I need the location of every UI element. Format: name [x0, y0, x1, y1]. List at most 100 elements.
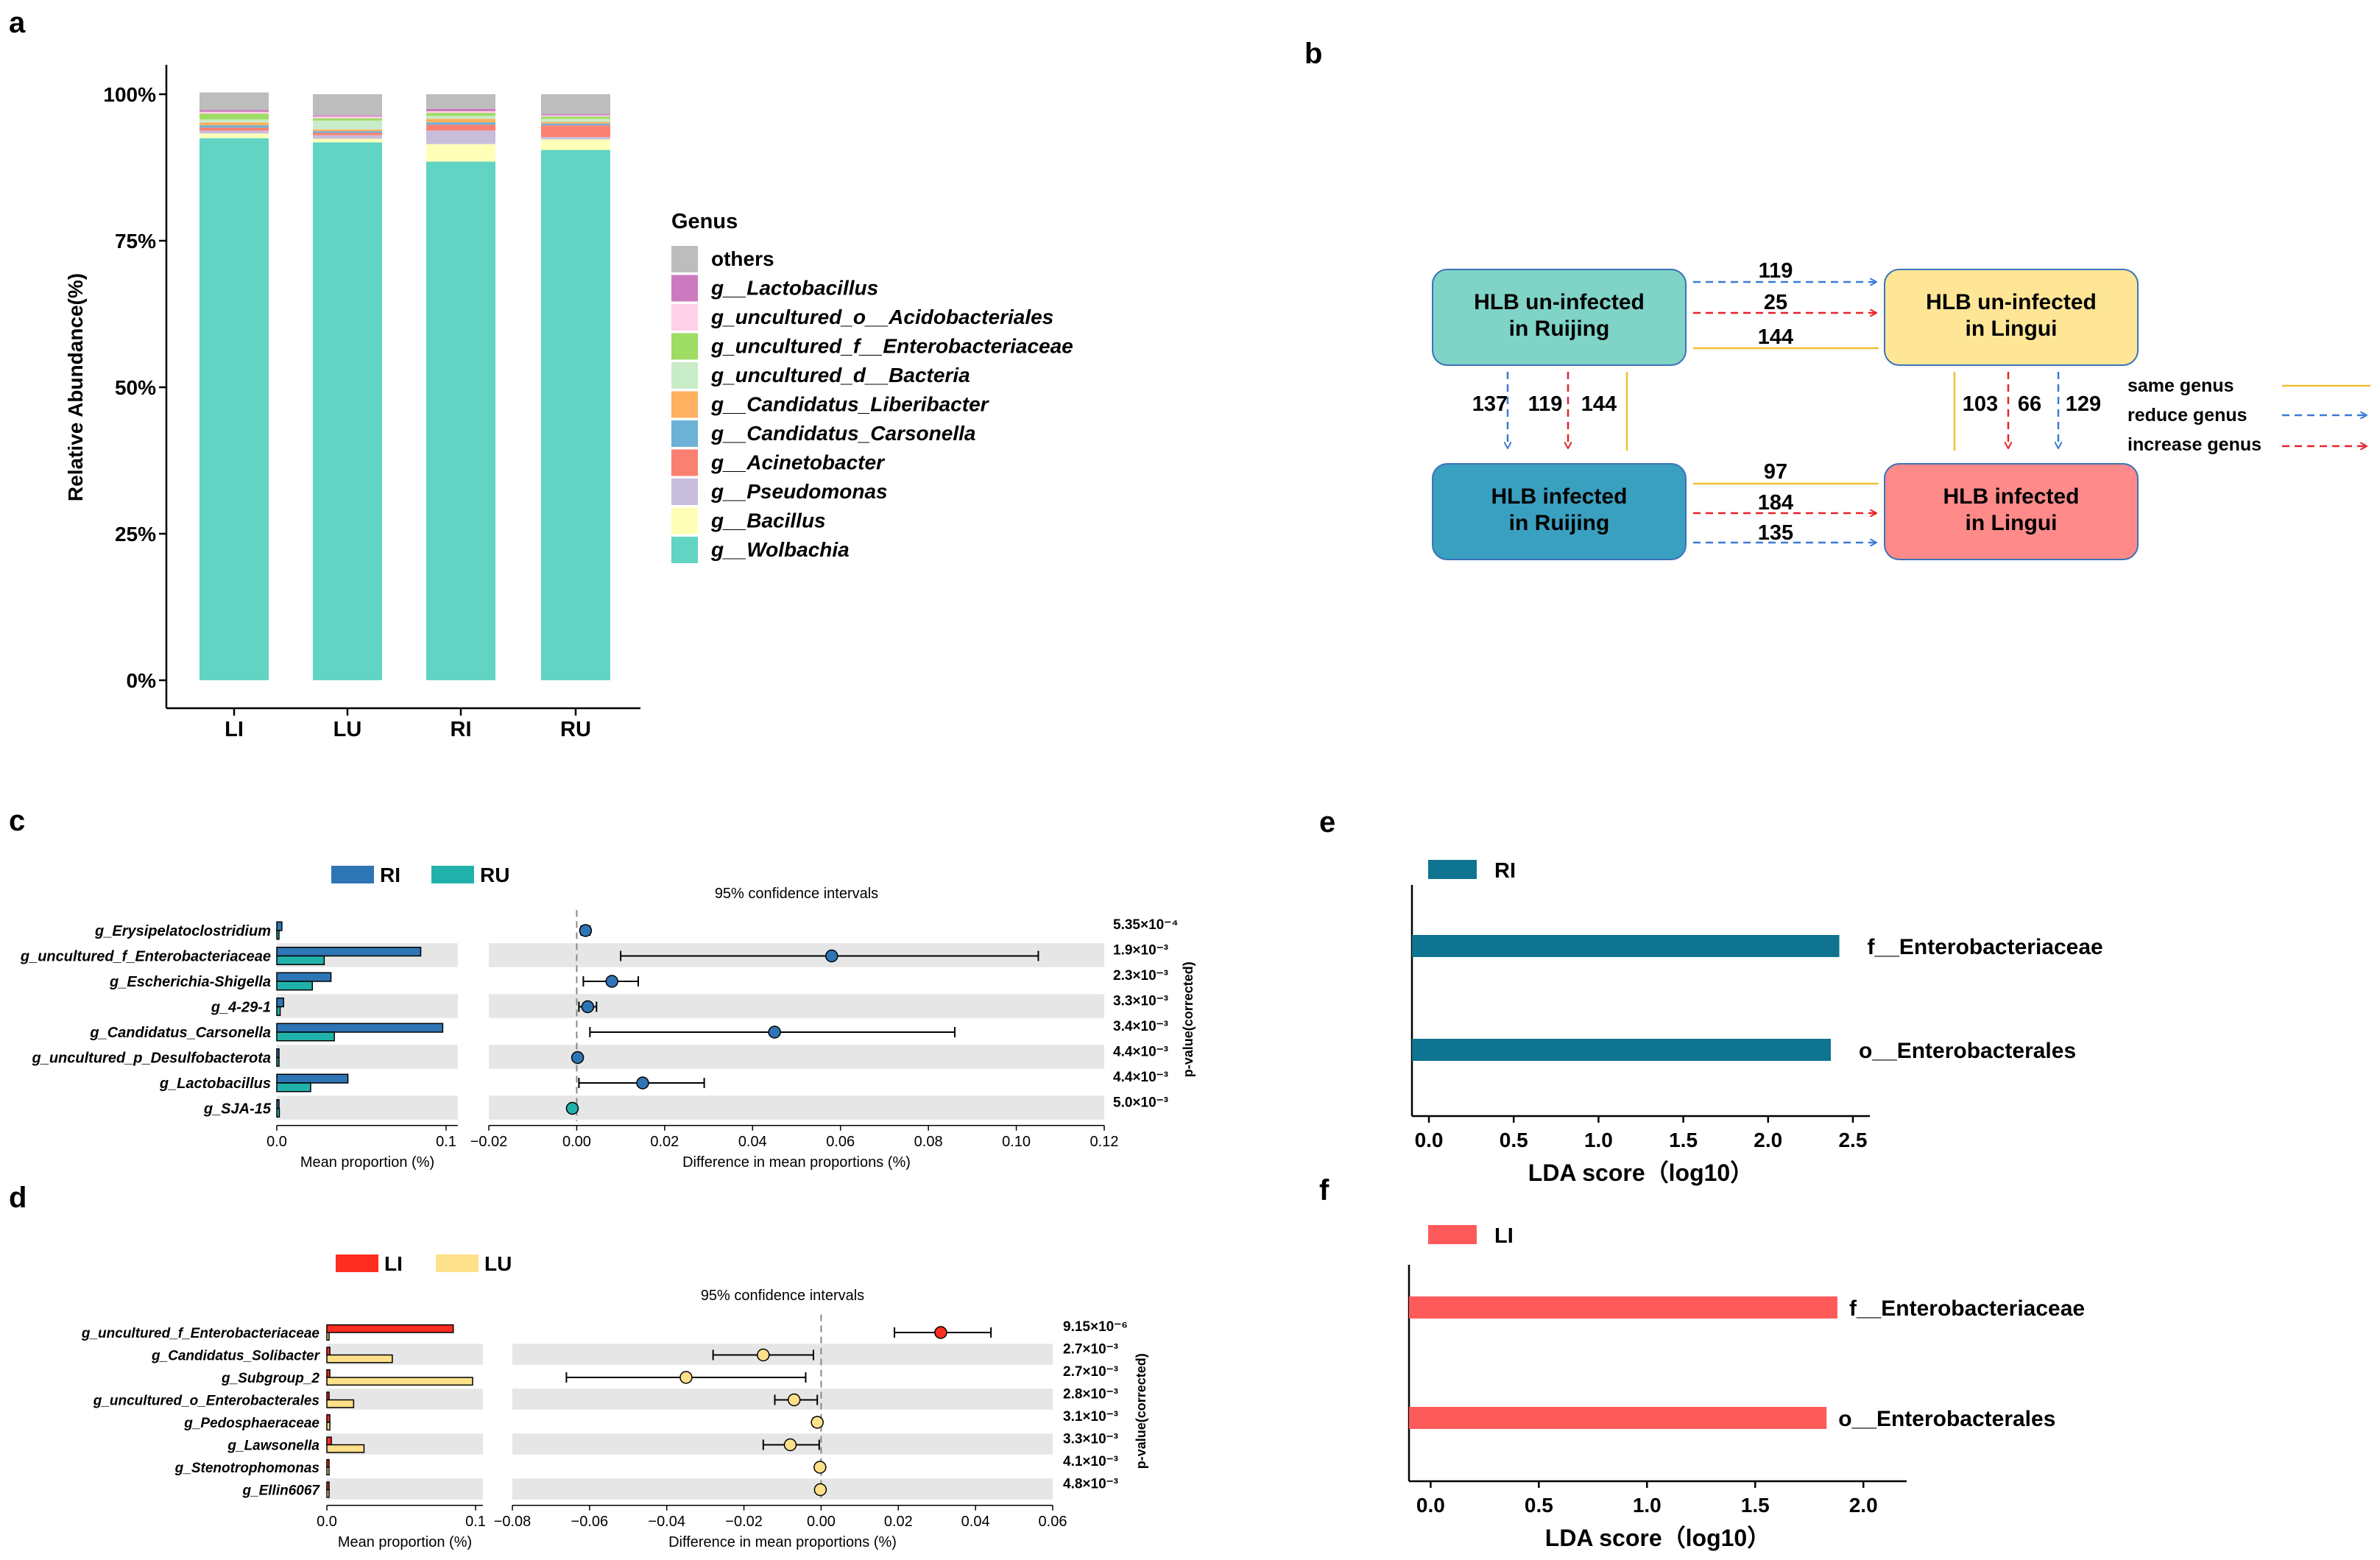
mean-bar-RI	[276, 998, 284, 1008]
bar-segment-lactobacillus	[541, 114, 610, 116]
diff-tick-label: −0.06	[571, 1514, 609, 1530]
diff-tick-label: 0.04	[738, 1134, 767, 1150]
p-value: 4.4×10⁻³	[1113, 1045, 1168, 1060]
bar-segment-entero	[199, 113, 269, 120]
bar-segment-bacillus	[313, 138, 382, 143]
mean-bar-LI	[326, 1436, 332, 1446]
bar-segment-others	[199, 92, 269, 110]
x-tick-label: RU	[560, 718, 591, 741]
legend-swatch-carsonella	[671, 420, 698, 447]
mean-bar-LU	[326, 1377, 473, 1386]
bar-segment-acinetobacter	[541, 125, 610, 138]
legend-label-others: others	[711, 247, 774, 270]
mean-bar-RU	[276, 1082, 311, 1093]
bar-segment-liberibacter	[426, 119, 495, 123]
legend-swatch-others	[671, 246, 698, 272]
panel-b-comparison-diagram: HLB un-infected in Ruijing HLB un-infecte…	[1432, 259, 2370, 560]
diff-tick-label: 0.02	[650, 1134, 679, 1150]
bar-segment-acinetobacter	[426, 124, 495, 131]
count-right-increase: 66	[2018, 392, 2041, 416]
p-value: 2.7×10⁻³	[1063, 1342, 1118, 1358]
legend-label-lactobacillus: g__Lactobacillus	[710, 277, 878, 300]
mean-bar-LI	[326, 1413, 331, 1423]
legend-label-entero: g_uncultured_f__Enterobacteriaceae	[710, 335, 1073, 358]
mean-bar-LI	[326, 1481, 330, 1491]
mean-bar-RU	[276, 930, 280, 940]
diff-tick-label: 0.00	[562, 1134, 591, 1150]
legend-swatch-RI	[1428, 860, 1477, 879]
feature-label: g_uncultured_f_Enterobacteriaceae	[20, 949, 271, 965]
bar-segment-acido	[426, 111, 495, 113]
x-tick-label: 1.0	[1633, 1494, 1662, 1517]
feature-label: g_Candidatus_Solibacter	[151, 1349, 321, 1364]
feature-label: g_Stenotrophomonas	[174, 1461, 319, 1476]
diff-point	[679, 1371, 693, 1384]
legend-swatch-entero	[671, 333, 698, 360]
diff-point	[565, 1101, 579, 1115]
legend-swatch-liberibacter	[671, 391, 698, 418]
x-tick-label: 2.5	[1838, 1129, 1867, 1151]
prop-tick-label: 0.1	[465, 1514, 486, 1530]
diff-point	[579, 924, 593, 937]
legend-label-liberibacter: g__Candidatus_Liberibacter	[710, 393, 990, 416]
feature-label: g_uncultured_f_Enterobacteriaceae	[81, 1326, 320, 1341]
panel-e-lda-chart: RI f__Enterobacteriaceae o__Enterobacteral…	[1410, 859, 2103, 1186]
diff-point	[636, 1076, 649, 1090]
diff-axis-label: Difference in mean proportions (%)	[682, 1154, 911, 1171]
panel-label-f: f	[1319, 1174, 1330, 1207]
bar-segment-others	[313, 94, 382, 116]
diff-tick-label: 0.06	[1039, 1514, 1067, 1530]
mean-bar-RU	[276, 981, 314, 991]
p-value-axis-label: p-value(corrected)	[1134, 1353, 1148, 1469]
bar-segment-bacteria	[426, 116, 495, 119]
mean-bar-RU	[276, 1006, 281, 1016]
bar-segment-carsonella	[199, 125, 269, 128]
panel-label-e: e	[1319, 806, 1335, 839]
box-infected-lingui-label: HLB infected in Lingui	[1943, 484, 2079, 535]
diff-point	[605, 975, 618, 988]
legend-same-genus: same genus	[2127, 375, 2234, 396]
panel-label-a: a	[9, 7, 26, 39]
row-stripe	[512, 1478, 1053, 1500]
p-value: 3.3×10⁻³	[1063, 1432, 1118, 1447]
x-tick-label: 0.0	[1415, 1129, 1444, 1151]
diff-point	[783, 1438, 797, 1452]
mean-bar-LU	[326, 1354, 393, 1363]
mean-bar-LI	[326, 1369, 331, 1378]
diff-tick-label: 0.00	[807, 1514, 836, 1530]
legend-swatch-acido	[671, 304, 698, 331]
mean-bar-LU	[326, 1422, 331, 1431]
mean-bar-RI	[276, 1073, 349, 1084]
mean-bar-RI	[276, 972, 332, 982]
bar-segment-pseudomonas	[199, 130, 269, 134]
diff-point	[768, 1026, 781, 1039]
p-value-axis-label: p-value(corrected)	[1181, 961, 1196, 1077]
prop-tick-label: 0.1	[436, 1134, 456, 1150]
box-uninfected-ruijing	[1432, 269, 1687, 366]
bar-segment-liberibacter	[199, 122, 269, 126]
x-tick-label: 2.0	[1849, 1494, 1878, 1517]
bar-segment-bacteria	[199, 119, 269, 123]
mean-bar-RU	[276, 1031, 335, 1042]
legend-label-RI: RI	[380, 864, 400, 886]
lda-bar	[1409, 1296, 1837, 1319]
y-tick-label: 0%	[127, 669, 157, 692]
p-value: 4.8×10⁻³	[1063, 1477, 1118, 1492]
x-axis-label: LDA score（log10）	[1545, 1525, 1770, 1551]
legend-label-wolbachia: g__Wolbachia	[710, 538, 850, 561]
y-tick-label: 100%	[103, 83, 156, 106]
lda-bar-label: o__Enterobacterales	[1838, 1407, 2055, 1431]
count-left-increase: 119	[1528, 392, 1563, 416]
diff-tick-label: 0.02	[884, 1514, 913, 1530]
row-stripe	[277, 994, 458, 1018]
feature-label: g_Subgroup_2	[221, 1371, 319, 1386]
mean-bar-RI	[276, 1023, 444, 1033]
legend-swatch-LI	[1428, 1225, 1477, 1244]
diff-point	[813, 1461, 827, 1474]
mean-bar-RI	[276, 921, 283, 931]
legend-title: Genus	[671, 210, 738, 233]
bar-segment-entero	[313, 118, 382, 121]
legend-swatch-lactobacillus	[671, 275, 698, 302]
legend-swatch-LI	[336, 1254, 378, 1272]
